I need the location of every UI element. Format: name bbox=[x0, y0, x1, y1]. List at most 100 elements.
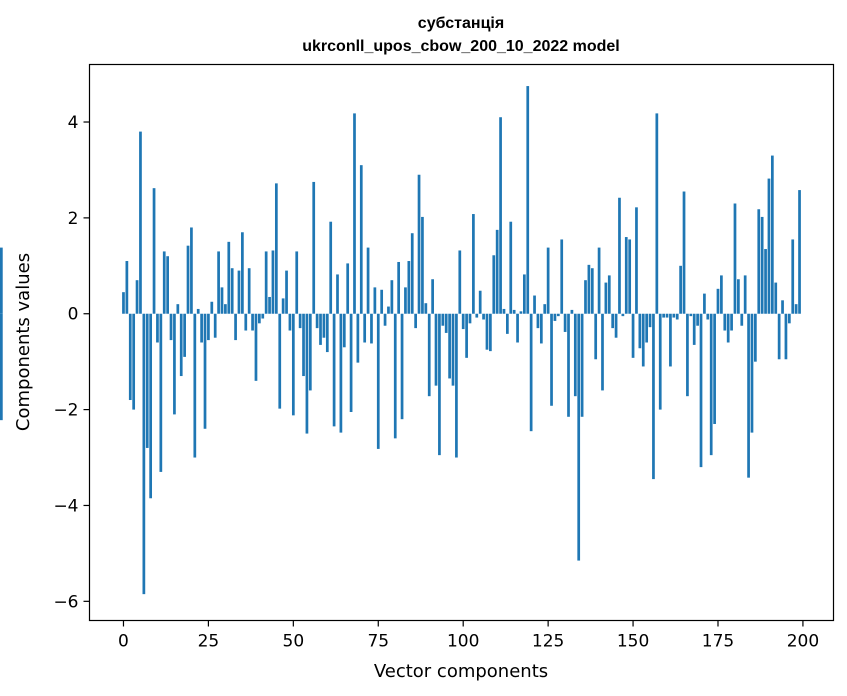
bar bbox=[465, 313, 468, 358]
bar bbox=[594, 313, 598, 360]
bar bbox=[220, 287, 224, 314]
x-tick-label: 0 bbox=[118, 632, 129, 652]
bar bbox=[536, 313, 540, 329]
chart-title-line1: субстанція bbox=[418, 15, 504, 32]
bar bbox=[455, 313, 458, 458]
bar bbox=[373, 287, 377, 314]
bar bbox=[580, 313, 584, 417]
bar bbox=[682, 191, 686, 314]
x-tick-label: 75 bbox=[367, 632, 389, 652]
bar bbox=[794, 304, 798, 314]
bar bbox=[438, 313, 441, 456]
bar bbox=[485, 313, 489, 350]
bar bbox=[346, 263, 350, 314]
bar bbox=[607, 275, 611, 314]
x-tick-label: 25 bbox=[198, 632, 220, 652]
bar bbox=[376, 313, 380, 449]
bar bbox=[461, 313, 465, 330]
bar bbox=[635, 207, 638, 314]
bar bbox=[675, 313, 679, 320]
y-tick-label: −2 bbox=[53, 401, 78, 421]
bar bbox=[142, 313, 146, 595]
bar bbox=[349, 313, 353, 412]
bar bbox=[713, 313, 716, 424]
bar bbox=[750, 313, 754, 433]
bar bbox=[291, 313, 295, 416]
bar bbox=[641, 313, 645, 367]
bar bbox=[655, 113, 659, 314]
bar bbox=[645, 313, 649, 343]
bar bbox=[777, 313, 781, 360]
bar bbox=[573, 313, 577, 397]
bar bbox=[404, 287, 407, 314]
bar bbox=[149, 313, 153, 499]
bar bbox=[417, 174, 421, 314]
bar bbox=[162, 251, 166, 314]
bar bbox=[757, 209, 761, 314]
bar bbox=[696, 313, 699, 326]
bar bbox=[499, 117, 502, 314]
bar bbox=[618, 197, 621, 314]
bar bbox=[444, 313, 448, 333]
bar bbox=[764, 249, 767, 314]
bar bbox=[737, 279, 740, 314]
bar bbox=[587, 264, 591, 314]
bar bbox=[268, 296, 271, 314]
bar bbox=[468, 313, 472, 324]
bar bbox=[624, 237, 628, 314]
bar bbox=[556, 313, 560, 317]
bar bbox=[495, 229, 499, 314]
x-tick-label: 175 bbox=[702, 632, 734, 652]
bar bbox=[577, 313, 581, 561]
bar bbox=[489, 313, 492, 352]
bar bbox=[482, 313, 485, 320]
bar bbox=[234, 313, 237, 341]
bar bbox=[288, 313, 292, 331]
bar bbox=[132, 313, 136, 410]
bar bbox=[628, 239, 632, 314]
bar bbox=[414, 313, 417, 329]
x-axis: 0 25 50 75 100 125 150 175 200 bbox=[118, 620, 819, 652]
bar bbox=[319, 313, 322, 345]
bar bbox=[533, 295, 536, 314]
bar bbox=[271, 250, 275, 314]
bar bbox=[570, 309, 574, 314]
bar bbox=[227, 241, 231, 314]
bar bbox=[410, 233, 414, 314]
bar bbox=[359, 165, 363, 314]
bar bbox=[407, 261, 411, 314]
bar bbox=[648, 313, 652, 328]
bar bbox=[183, 313, 186, 357]
bar bbox=[597, 247, 601, 314]
x-tick-label: 50 bbox=[283, 632, 305, 652]
bar bbox=[784, 313, 788, 360]
bar bbox=[550, 313, 553, 406]
bar bbox=[244, 313, 248, 331]
x-tick-label: 125 bbox=[532, 632, 564, 652]
bar bbox=[560, 239, 564, 314]
bar bbox=[186, 245, 190, 314]
bar bbox=[601, 313, 604, 391]
bar bbox=[339, 313, 343, 433]
bar bbox=[193, 313, 197, 458]
bar bbox=[703, 293, 706, 314]
bar bbox=[529, 313, 533, 432]
bar bbox=[689, 313, 693, 317]
bar bbox=[169, 313, 173, 341]
bar bbox=[567, 313, 570, 417]
bar bbox=[322, 313, 326, 338]
y-tick-label: 4 bbox=[68, 113, 79, 133]
y-axis: −6 −4 −2 0 2 4 bbox=[53, 113, 90, 612]
bar bbox=[614, 313, 618, 338]
bar bbox=[798, 190, 801, 314]
bar bbox=[295, 251, 299, 314]
bar bbox=[210, 301, 214, 314]
bar bbox=[658, 313, 662, 410]
bar bbox=[733, 203, 737, 314]
bar bbox=[709, 313, 713, 456]
bar bbox=[584, 280, 587, 314]
bar bbox=[421, 216, 424, 314]
x-tick-label: 200 bbox=[787, 632, 819, 652]
bar bbox=[261, 313, 265, 319]
